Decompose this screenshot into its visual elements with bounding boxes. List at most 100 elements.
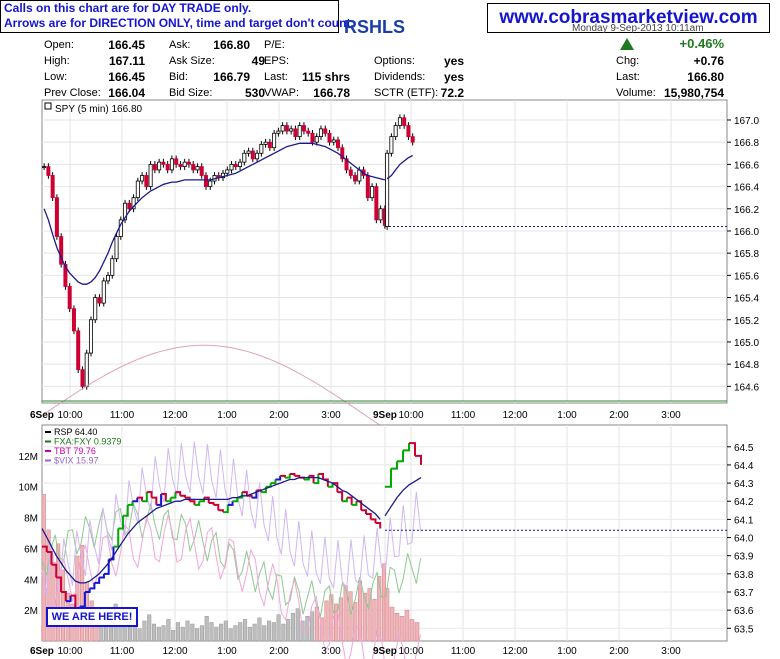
volume-bar [156,626,161,642]
price-y-tick-label: 166.2 [734,205,759,216]
volume-bar [147,614,152,642]
day1-rsp-step [99,573,105,579]
low-value: 166.45 [108,70,145,84]
spy-day1-candle [272,132,277,149]
spy-day1-candle [255,152,260,160]
spy-day1-candle [293,128,298,138]
spy-ma-line-day1 [43,142,386,285]
volume-bar [223,620,228,642]
day1-rsp-step [213,503,220,511]
up-triangle-icon [620,38,634,50]
volume-bar [180,626,185,642]
volume-bar [372,599,377,642]
site-url-banner[interactable]: www.cobrasmarketview.com [487,3,770,33]
spy-day1-candle [242,152,247,163]
notice-line-1: Calls on this chart are for DAY TRADE on… [4,1,252,15]
volume-bar [132,625,137,642]
spy-day1-candle [157,161,162,171]
options-label: Options: [374,55,415,67]
volume-tick-label: 2M [24,606,38,617]
volume-bar [214,626,219,642]
rsp-x-tick-label: 9Sep [373,646,397,657]
spy-day1-candle [110,258,115,276]
spy-day1-candle [365,175,370,199]
rsp-y-tick-label: 64.1 [734,515,754,526]
day1-rsp-step [132,497,139,503]
price-y-tick-label: 165.0 [734,338,759,349]
day1-rsp-step [375,522,382,529]
volume-bar-day2 [399,616,405,642]
price-x-tick-label: 2:00 [609,410,629,421]
spy-day1-candle [225,169,230,174]
price-x-tick-label: 11:00 [110,410,135,421]
spy-day1-candle [306,130,311,134]
volume-bar [166,619,171,642]
spy-day2-candle [397,117,402,126]
price-y-tick-label: 165.6 [734,271,759,282]
day1-rsp-step [51,563,58,578]
spy-day1-candle [297,125,302,138]
price-y-tick-label: 164.8 [734,360,759,371]
ask-size-value: 49 [251,54,265,68]
spy-day2-candle [406,125,411,138]
volume-tick-label: 8M [24,514,38,525]
price-x-tick-label: 10:00 [398,410,423,421]
pe-label: P/E: [264,39,285,51]
day2-rsp-step [385,468,392,488]
day1-rsp-step [308,474,315,484]
day1-rsp-step [370,518,377,524]
rsp-x-tick-label: 10:00 [57,646,82,657]
volume-bar-day2 [409,619,415,642]
day1-rsp-step [84,588,91,593]
rsp-y-tick-label: 64.0 [734,534,754,545]
chg-value: +0.76 [693,54,724,68]
chart-title-symbol: RSHLS [344,17,406,37]
volume-bar [175,622,181,642]
spy-day1-candle [182,161,187,167]
rsp-x-tick-label: 10:00 [398,646,423,657]
day1-rsp-step [223,504,229,514]
rsp-x-tick-label: 6Sep [30,646,54,657]
volume-label: Volume: [616,87,656,99]
price-panel: 167.0 166.8 166.6 166.4 166.2 166.0 165.8 165.6… [30,99,759,429]
day1-rsp-step [242,491,248,496]
spy-day1-candle [374,186,379,221]
notice-line-2: Arrows are for DIRECTION ONLY, time and … [4,16,354,30]
spy-day2-candle [389,136,394,154]
we-are-here-box: WE ARE HERE! [46,607,138,627]
rsp-y-tick-label: 63.8 [734,570,754,581]
rsp-x-tick-label: 2:00 [609,646,629,657]
day1-rsp-step [42,545,48,553]
percent-change: +0.46% [679,36,724,51]
volume-bar [314,606,319,642]
day2-rsp-step [415,454,422,465]
spy-day1-candle [336,139,341,149]
prev-close-value: 166.04 [108,86,145,100]
ask-label: Ask: [169,39,191,51]
spy-day2-candle [402,117,407,126]
volume-bar [209,622,214,642]
spy-day1-candle [208,180,213,187]
rsp-y-tick-label: 63.6 [734,606,754,617]
volume-bar [233,625,238,642]
day1-rsp-step [318,473,325,480]
day1-rsp-step [103,559,110,575]
day2-rsp-step [403,443,410,452]
price-y-tick-label: 166.8 [734,138,759,149]
rsp-legend-label: FXA:FXY 0.9379 [54,437,121,447]
day1-rsp-step [118,515,124,530]
rsp-y-tick-label: 64.5 [734,443,754,454]
indicator-panel: 64.5 64.4 64.3 64.2 64.1 64.0 63.9 63.8 63.7 63.6… [19,424,754,659]
price-x-tick-label: 9Sep [373,410,397,421]
day1-rsp-step [270,479,277,485]
spy-day1-candle [144,175,149,187]
rsp-x-tick-label: 12:00 [502,646,527,657]
rsp-x-tick-label: 11:00 [451,646,476,657]
day1-rsp-step [70,594,77,611]
tbt-line [41,514,422,659]
options-value: yes [443,54,464,68]
volume-bar [334,603,339,642]
spy-day1-candle [80,369,85,387]
spy-day1-candle [101,280,106,304]
